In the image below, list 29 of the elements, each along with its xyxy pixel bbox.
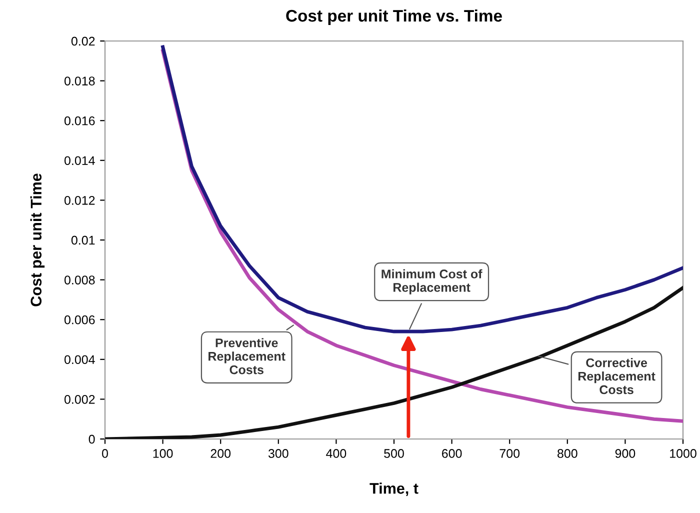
y-tick-label: 0.018 <box>64 76 95 86</box>
x-axis-title: Time, t <box>370 482 418 496</box>
line-series <box>161 45 683 334</box>
y-tick-label: 0.014 <box>64 156 95 166</box>
y-tick-label: 0.008 <box>64 276 95 284</box>
y-tick-label: 0.02 <box>71 36 95 46</box>
annotation: Minimum Cost of Replacement <box>382 269 482 294</box>
x-tick-label: 300 <box>268 449 288 458</box>
annotation: Preventive Replacement Costs <box>208 338 286 374</box>
x-tick-label: 500 <box>384 449 404 458</box>
y-tick-label: 0.002 <box>64 395 95 404</box>
y-tick-label: 0.004 <box>64 355 95 364</box>
chart-title: Cost per unit Time vs. Time <box>286 9 502 26</box>
y-tick-label: 0 <box>88 434 95 444</box>
y-tick-label: 0.006 <box>64 315 95 324</box>
y-tick-label: 0.016 <box>64 116 95 126</box>
x-tick-label: 100 <box>153 449 173 458</box>
x-tick-label: 1000 <box>670 449 696 458</box>
x-tick-label: 700 <box>500 449 520 458</box>
x-tick-label: 900 <box>615 449 636 458</box>
x-tick-label: 200 <box>210 449 231 458</box>
y-tick-label: 0.012 <box>64 196 95 205</box>
y-tick-label: 0.01 <box>71 236 95 245</box>
x-tick-label: 800 <box>558 449 578 458</box>
x-tick-label: 600 <box>442 449 462 458</box>
y-axis-title: Cost per unit Time <box>30 174 45 306</box>
x-tick-label: 400 <box>326 449 346 458</box>
annotation: Corrective Replacement Costs <box>578 358 656 394</box>
x-tick-label: 0 <box>102 449 108 458</box>
